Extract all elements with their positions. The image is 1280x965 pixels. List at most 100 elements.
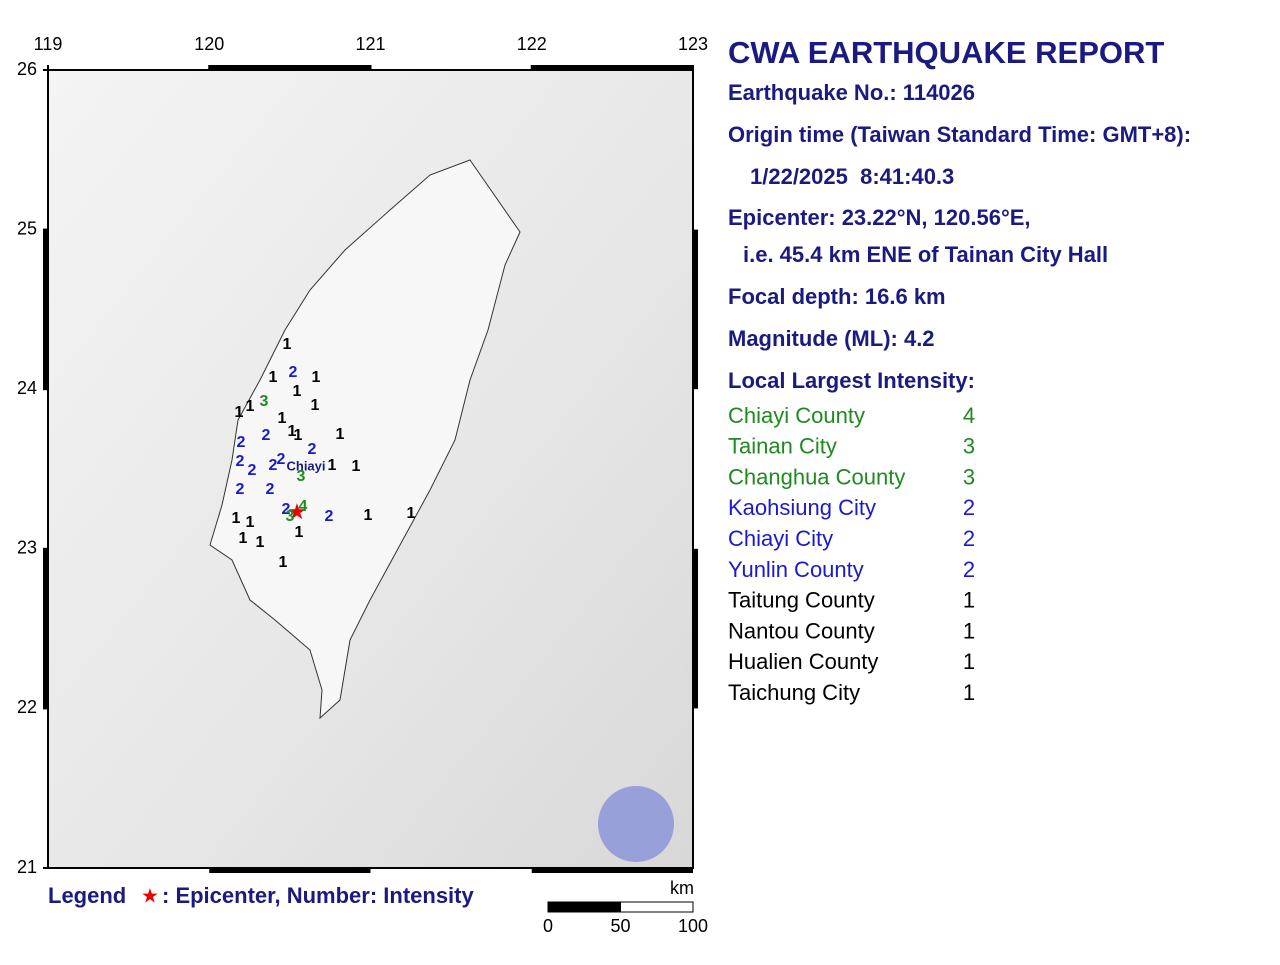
intensity-area: Changhua County [728, 464, 905, 489]
origin-label: Origin time (Taiwan Standard Time: GMT+8… [728, 122, 1191, 147]
station-intensity: 2 [325, 508, 334, 525]
lat-tick-label: 22 [17, 697, 37, 717]
intensity-level: 1 [963, 649, 975, 674]
station-intensity: 2 [236, 481, 245, 498]
intensity-area: Taitung County [728, 588, 875, 613]
intensity-area: Yunlin County [728, 557, 864, 582]
station-intensity: 1 [312, 369, 321, 386]
lon-tick-label: 123 [678, 34, 708, 54]
intensity-level: 2 [963, 526, 975, 551]
depth: Focal depth: 16.6 km [728, 284, 946, 309]
station-intensity: 1 [235, 404, 244, 421]
intensity-level: 1 [963, 618, 975, 643]
lat-tick-label: 21 [17, 857, 37, 877]
cwa-logo [598, 786, 674, 862]
intensity-area: Tainan City [728, 434, 837, 459]
station-intensity: 1 [269, 369, 278, 386]
epicenter: Epicenter: 23.22°N, 120.56°E, [728, 205, 1031, 230]
lat-tick-label: 24 [17, 378, 37, 398]
lon-tick-label: 119 [34, 34, 63, 54]
station-intensity: 2 [277, 451, 286, 468]
origin-time: 1/22/2025 8:41:40.3 [750, 164, 954, 189]
station-intensity: 1 [336, 426, 345, 443]
station-intensity: 2 [282, 501, 291, 518]
station-intensity: 1 [364, 507, 373, 524]
intensity-level: 1 [963, 588, 975, 613]
earthquake-no: Earthquake No.: 114026 [728, 80, 975, 105]
station-intensity: 1 [293, 383, 302, 400]
station-intensity: 1 [295, 524, 304, 541]
station-intensity: 2 [289, 364, 298, 381]
lon-tick-label: 122 [517, 34, 547, 54]
station-intensity: 1 [407, 505, 416, 522]
station-intensity: 1 [288, 423, 297, 440]
intensity-area: Taichung City [728, 680, 860, 705]
frame-segment [209, 65, 371, 70]
station-intensity: 2 [269, 457, 278, 474]
station-intensity: 1 [246, 514, 255, 531]
scale-bar [620, 901, 694, 913]
taiwan-outline [209, 159, 521, 720]
intensity-area: Kaohsiung City [728, 495, 876, 520]
intensity-level: 3 [963, 464, 975, 489]
intensity-area: Chiayi City [728, 526, 833, 551]
station-intensity: 4 [299, 498, 308, 515]
station-intensity: 1 [239, 530, 248, 547]
scale-unit: km [670, 878, 694, 898]
frame-segment [693, 229, 698, 390]
magnitude: Magnitude (ML): 4.2 [728, 326, 935, 351]
intensity-level: 2 [963, 557, 975, 582]
station-intensity: 2 [308, 441, 317, 458]
station-intensity: 2 [248, 462, 257, 479]
station-intensity: 1 [352, 458, 361, 475]
frame-segment [43, 548, 48, 709]
intensity-area: Hualien County [728, 649, 878, 674]
station-intensity: 1 [311, 397, 320, 414]
lat-tick-label: 25 [17, 218, 37, 238]
frame-segment [43, 229, 48, 390]
legend-text: : Epicenter, Number: Intensity [162, 883, 474, 908]
station-intensity: 1 [246, 398, 255, 415]
station-intensity: 1 [232, 510, 241, 527]
intensity-level: 1 [963, 680, 975, 705]
station-intensity: 3 [286, 508, 295, 525]
station-intensity: 1 [278, 410, 287, 427]
lon-tick-label: 120 [194, 34, 224, 54]
station-intensity: 2 [266, 481, 275, 498]
intensity-level: 2 [963, 495, 975, 520]
frame-segment [209, 868, 371, 873]
lat-tick-label: 26 [17, 59, 37, 79]
scale-tick-label: 100 [678, 916, 708, 936]
title: CWA EARTHQUAKE REPORT [728, 35, 1164, 70]
station-intensity: 2 [236, 453, 245, 470]
scale-bar [547, 901, 621, 913]
station-intensity: 1 [256, 534, 265, 551]
city-label: Chiayi [286, 458, 325, 473]
scale-tick-label: 50 [610, 916, 630, 936]
frame-segment [693, 548, 698, 709]
epicenter-ref: i.e. 45.4 km ENE of Tainan City Hall [743, 242, 1108, 267]
epicenter-star: ★ [287, 499, 307, 524]
intensity-level: 4 [963, 403, 975, 428]
station-intensity: 1 [328, 457, 337, 474]
station-intensity: 1 [294, 427, 303, 444]
intensity-area: Nantou County [728, 618, 875, 643]
intensity-heading: Local Largest Intensity: [728, 368, 975, 393]
station-intensity: 3 [297, 468, 306, 485]
station-intensity: 1 [279, 554, 288, 571]
station-intensity: 1 [283, 336, 292, 353]
lat-tick-label: 23 [17, 538, 37, 558]
intensity-area: Chiayi County [728, 403, 865, 428]
frame-segment [531, 65, 693, 70]
legend-label: Legend [48, 883, 126, 908]
station-intensity: 3 [260, 393, 269, 410]
intensity-level: 3 [963, 434, 975, 459]
legend-star: ★ [141, 885, 159, 907]
lon-tick-label: 121 [355, 34, 385, 54]
frame-segment [531, 868, 693, 873]
station-intensity: 2 [237, 434, 246, 451]
station-intensity: 2 [262, 427, 271, 444]
scale-tick-label: 0 [543, 916, 553, 936]
